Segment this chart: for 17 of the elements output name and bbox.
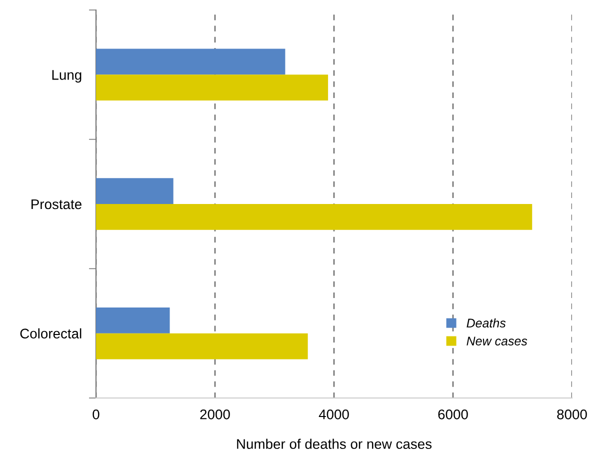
bar [96, 204, 532, 230]
x-tick-label: 0 [92, 409, 100, 420]
x-tick-label: 6000 [438, 409, 468, 420]
legend-label: New cases [466, 336, 528, 346]
legend-label: Deaths [466, 318, 506, 328]
bar [96, 48, 286, 75]
bar [96, 333, 308, 360]
bar [96, 307, 170, 334]
bar [96, 74, 328, 101]
x-tick-label: 2000 [200, 409, 230, 420]
bar [96, 178, 174, 204]
x-tick-label: 4000 [318, 409, 349, 420]
y-tick-label: Prostate [32, 199, 82, 210]
x-axis-title: Number of deaths or new cases [237, 438, 432, 449]
y-tick-label: Lung [52, 70, 82, 83]
y-tick-label: Colorectal [20, 328, 82, 339]
x-tick-label: 8000 [557, 409, 587, 420]
